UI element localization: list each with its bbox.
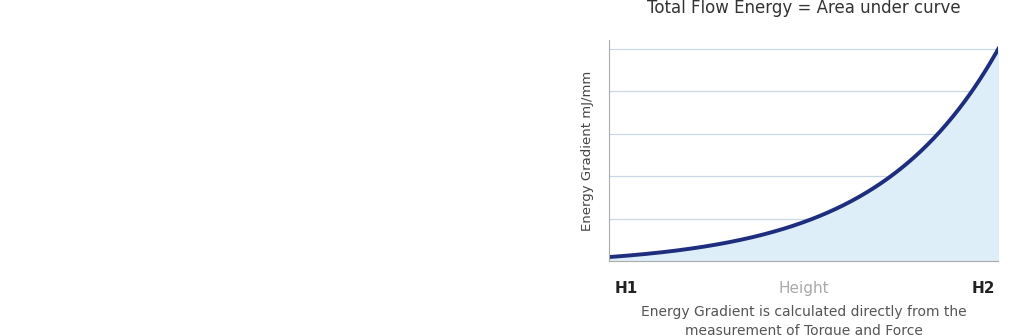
Text: Total Flow Energy = Area under curve: Total Flow Energy = Area under curve bbox=[647, 0, 961, 17]
Text: Height: Height bbox=[778, 281, 829, 296]
Text: H1: H1 bbox=[614, 281, 638, 296]
Y-axis label: Energy Gradient mJ/mm: Energy Gradient mJ/mm bbox=[581, 71, 594, 231]
Text: H2: H2 bbox=[972, 281, 995, 296]
Text: Energy Gradient is calculated directly from the
measurement of Torque and Force: Energy Gradient is calculated directly f… bbox=[641, 305, 967, 335]
